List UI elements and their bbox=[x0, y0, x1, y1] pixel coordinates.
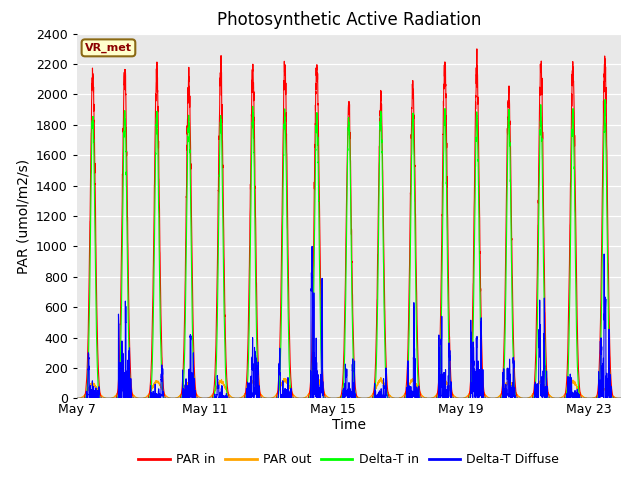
Text: VR_met: VR_met bbox=[85, 43, 132, 53]
Legend: PAR in, PAR out, Delta-T in, Delta-T Diffuse: PAR in, PAR out, Delta-T in, Delta-T Dif… bbox=[134, 448, 564, 471]
X-axis label: Time: Time bbox=[332, 418, 366, 432]
Y-axis label: PAR (umol/m2/s): PAR (umol/m2/s) bbox=[17, 158, 30, 274]
Title: Photosynthetic Active Radiation: Photosynthetic Active Radiation bbox=[216, 11, 481, 29]
